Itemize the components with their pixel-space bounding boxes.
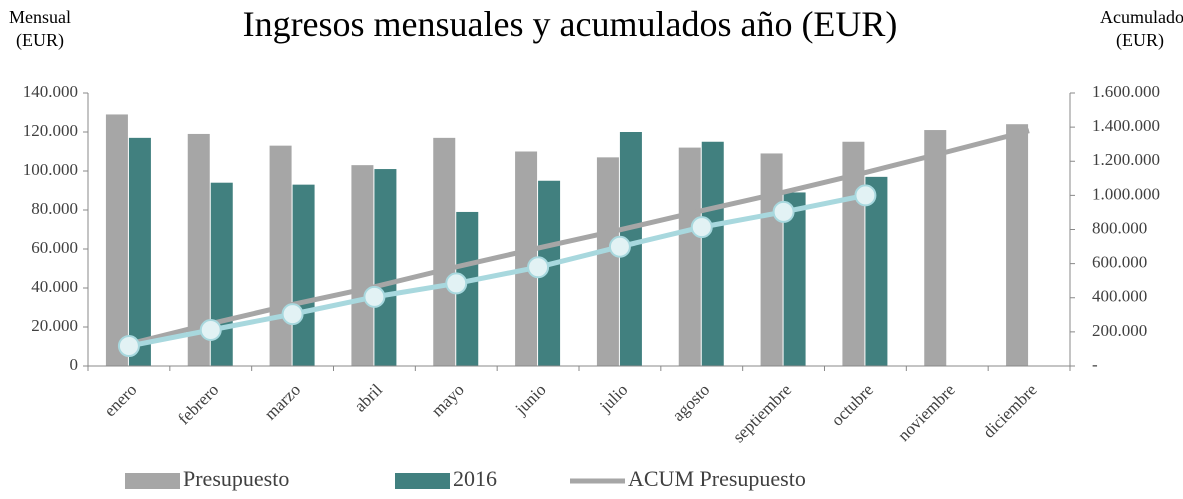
- y-tick-label: 40.000: [31, 277, 78, 296]
- y2-tick-label: 1.200.000: [1092, 150, 1160, 169]
- x-tick-label: septiembre: [729, 380, 795, 446]
- legend-swatch: [395, 473, 450, 489]
- y2-tick-label: 400.000: [1092, 287, 1147, 306]
- y2-tick-label: 1.600.000: [1092, 82, 1160, 101]
- line-marker: [445, 272, 468, 295]
- y-tick-label: 0: [70, 355, 79, 374]
- bar: [538, 180, 561, 366]
- x-tick-label: julio: [595, 380, 631, 416]
- bar: [760, 153, 783, 366]
- bar: [374, 169, 397, 366]
- line-marker: [854, 184, 877, 207]
- x-tick-label: diciembre: [979, 380, 1040, 441]
- y2-tick-label: -: [1092, 355, 1098, 374]
- bar: [701, 141, 724, 366]
- x-tick-label: junio: [511, 380, 550, 419]
- y2-tick-label: 200.000: [1092, 321, 1147, 340]
- y-tick-label: 60.000: [31, 238, 78, 257]
- legend-label: ACUM Presupuesto: [628, 466, 806, 491]
- y2-tick-label: 600.000: [1092, 253, 1147, 272]
- bar: [269, 145, 292, 366]
- bar: [105, 114, 128, 366]
- bar: [515, 151, 538, 366]
- legend-label: Presupuesto: [183, 466, 289, 491]
- x-tick-label: enero: [100, 380, 140, 420]
- bar: [433, 137, 456, 366]
- bar: [292, 184, 315, 366]
- line-marker: [117, 335, 140, 358]
- bar: [783, 192, 806, 366]
- y2-tick-label: 800.000: [1092, 218, 1147, 237]
- bar: [456, 211, 479, 366]
- bar: [1006, 124, 1029, 366]
- y-tick-label: 100.000: [23, 160, 78, 179]
- x-tick-label: febrero: [174, 380, 222, 428]
- bar: [678, 147, 701, 366]
- bar: [128, 137, 151, 366]
- line-marker: [772, 200, 795, 223]
- y2-axis-label: Acumulado (EUR): [1100, 7, 1183, 50]
- legend-swatch: [125, 473, 180, 489]
- bar: [187, 133, 210, 366]
- y-tick-label: 20.000: [31, 316, 78, 335]
- bar: [596, 157, 619, 366]
- x-tick-label: agosto: [669, 380, 714, 425]
- y2-tick-label: 1.000.000: [1092, 184, 1160, 203]
- legend: Presupuesto 2016 ACUM Presupuesto: [125, 466, 806, 491]
- bar: [865, 176, 888, 366]
- line-marker: [199, 318, 222, 341]
- bar: [924, 130, 947, 366]
- bar: [619, 132, 642, 366]
- x-tick-label: octubre: [828, 380, 877, 429]
- y2-tick-label: 1.400.000: [1092, 116, 1160, 135]
- x-tick-label: noviembre: [894, 380, 959, 445]
- line-marker: [527, 256, 550, 279]
- line-marker: [363, 285, 386, 308]
- bar: [351, 165, 374, 366]
- x-tick-label: marzo: [261, 380, 304, 423]
- line-marker: [608, 235, 631, 258]
- y-tick-label: 120.000: [23, 121, 78, 140]
- x-tick-label: abril: [351, 380, 387, 416]
- x-tick-label: mayo: [428, 380, 468, 420]
- y-tick-label: 80.000: [31, 199, 78, 218]
- line-marker: [690, 216, 713, 239]
- line: [128, 192, 866, 349]
- line: [128, 128, 1030, 347]
- y-tick-label: 140.000: [23, 82, 78, 101]
- chart-title: Ingresos mensuales y acumulados año (EUR…: [242, 4, 898, 44]
- legend-label: 2016: [453, 466, 497, 491]
- y-axis-label: Mensual (EUR): [9, 7, 71, 50]
- line-marker: [281, 303, 304, 326]
